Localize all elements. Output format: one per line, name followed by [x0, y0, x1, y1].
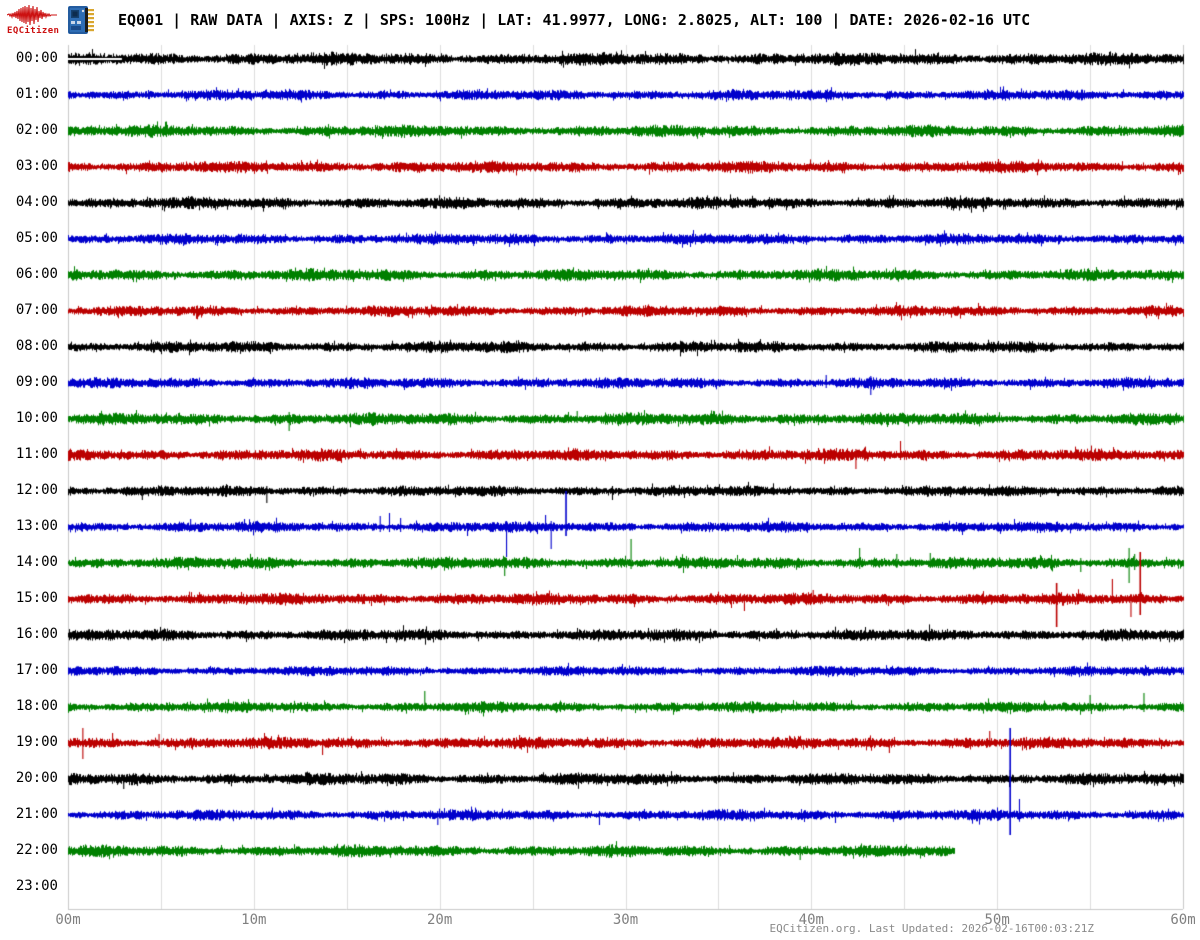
x-tick-40m: 40m [798, 912, 824, 928]
hour-label-05:00: 05:00 [15, 230, 58, 246]
hour-label-19:00: 19:00 [15, 734, 58, 750]
x-tick-60m: 60m [1170, 912, 1196, 928]
hour-label-02:00: 02:00 [15, 122, 58, 138]
hour-label-10:00: 10:00 [15, 410, 58, 426]
x-tick-10m: 10m [241, 912, 267, 928]
x-tick-00m: 00m [55, 912, 81, 928]
hour-label-08:00: 08:00 [15, 338, 58, 354]
hour-label-06:00: 06:00 [15, 266, 58, 282]
hour-label-01:00: 01:00 [15, 86, 58, 102]
x-tick-30m: 30m [612, 912, 639, 928]
hour-label-09:00: 09:00 [15, 374, 58, 390]
hour-label-14:00: 14:00 [15, 554, 58, 570]
hour-label-11:00: 11:00 [15, 446, 58, 462]
hour-label-15:00: 15:00 [15, 590, 58, 606]
hour-label-03:00: 03:00 [15, 158, 58, 174]
hour-label-12:00: 12:00 [15, 482, 58, 498]
hour-label-17:00: 17:00 [15, 662, 58, 678]
x-tick-50m: 50m [984, 912, 1010, 928]
hour-label-23:00: 23:00 [15, 878, 58, 894]
hour-label-21:00: 21:00 [15, 806, 58, 822]
hour-label-16:00: 16:00 [15, 626, 58, 642]
hour-label-07:00: 07:00 [15, 302, 58, 318]
hour-label-18:00: 18:00 [15, 698, 58, 714]
x-tick-20m: 20m [427, 912, 453, 928]
hour-label-20:00: 20:00 [15, 770, 58, 786]
hour-label-13:00: 13:00 [15, 518, 58, 534]
hour-label-22:00: 22:00 [15, 842, 58, 858]
hour-label-00:00: 00:00 [15, 50, 58, 66]
hour-label-04:00: 04:00 [15, 194, 58, 210]
footer-last-updated: EQCitizen.org. Last Updated: 2026-02-16T… [769, 922, 1094, 935]
